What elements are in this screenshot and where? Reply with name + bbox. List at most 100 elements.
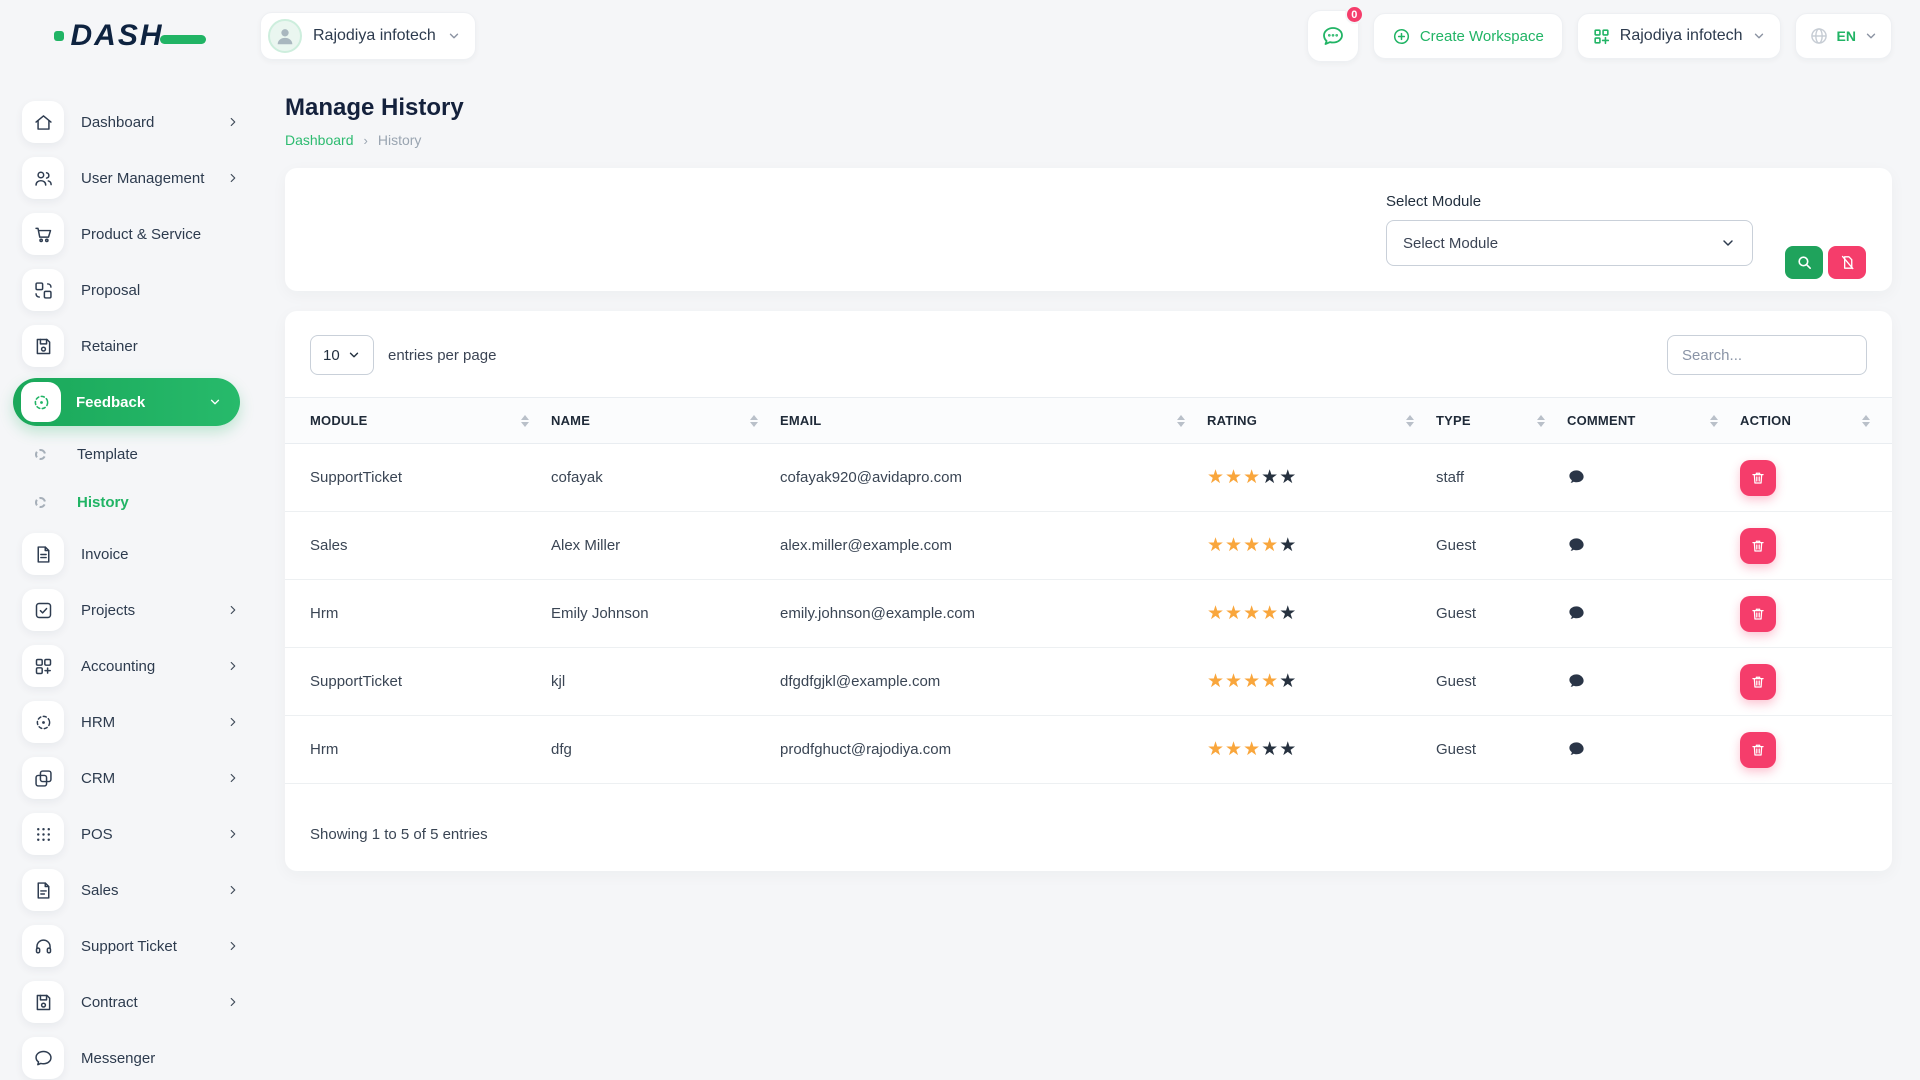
sidebar-item-messenger[interactable]: Messenger <box>0 1030 260 1080</box>
breadcrumb-dashboard[interactable]: Dashboard <box>285 132 354 148</box>
chevron-down-icon <box>349 352 359 358</box>
cell-module: Hrm <box>285 715 551 784</box>
sidebar-item-retainer[interactable]: Retainer <box>0 318 260 374</box>
topbar-actions: 0 Create Workspace Rajodiya infotech EN <box>1306 5 1892 62</box>
col-module[interactable]: MODULE <box>285 397 551 444</box>
comment-icon[interactable] <box>1567 740 1586 759</box>
sidebar-item-crm[interactable]: CRM <box>0 750 260 806</box>
star-filled-icon: ★ <box>1243 739 1261 760</box>
target-icon <box>22 701 64 743</box>
sidebar-item-hrm[interactable]: HRM <box>0 694 260 750</box>
col-type[interactable]: TYPE <box>1436 397 1567 444</box>
sort-icon[interactable] <box>1177 414 1185 427</box>
logo-text: DASH <box>70 19 164 52</box>
cell-action <box>1740 511 1892 580</box>
col-action[interactable]: ACTION <box>1740 397 1892 444</box>
cell-name: cofayak <box>551 443 780 512</box>
sidebar-item-invoice[interactable]: Invoice <box>0 526 260 582</box>
delete-button[interactable] <box>1740 731 1776 768</box>
person-icon <box>277 29 293 45</box>
page-size-select[interactable]: 10 <box>310 335 374 375</box>
app-logo[interactable]: DASH <box>0 19 260 53</box>
trash-icon <box>1752 676 1764 688</box>
col-comment[interactable]: COMMENT <box>1567 397 1740 444</box>
delete-button[interactable] <box>1740 595 1776 632</box>
sidebar-item-feedback[interactable]: Feedback <box>13 378 240 426</box>
language-code: EN <box>1836 28 1856 44</box>
sort-icon[interactable] <box>1537 414 1545 427</box>
cell-module: Sales <box>285 511 551 580</box>
sidebar-item-sales[interactable]: Sales <box>0 862 260 918</box>
save-icon <box>22 981 64 1023</box>
star-filled-icon: ★ <box>1243 671 1261 692</box>
sort-icon[interactable] <box>521 414 529 427</box>
star-filled-icon: ★ <box>1207 535 1225 556</box>
sidebar-subitem-history[interactable]: History <box>0 478 260 526</box>
star-filled-icon: ★ <box>1207 739 1225 760</box>
sidebar-item-pos[interactable]: POS <box>0 806 260 862</box>
users-icon <box>22 157 64 199</box>
clear-filter-icon <box>1841 255 1853 270</box>
delete-button[interactable] <box>1740 663 1776 700</box>
star-filled-icon: ★ <box>1225 671 1243 692</box>
chevron-right-icon <box>230 941 236 951</box>
sidebar-item-support-ticket[interactable]: Support Ticket <box>0 918 260 974</box>
chevron-right-icon <box>230 885 236 895</box>
delete-button[interactable] <box>1740 527 1776 564</box>
table-search-input[interactable] <box>1667 335 1867 375</box>
cell-comment <box>1567 579 1740 648</box>
chat-icon <box>22 1037 64 1079</box>
col-email[interactable]: EMAIL <box>780 397 1207 444</box>
plus-circle-icon <box>1393 28 1409 44</box>
apply-filter-button[interactable] <box>1785 246 1823 279</box>
cell-module: SupportTicket <box>285 647 551 716</box>
col-name[interactable]: NAME <box>551 397 780 444</box>
chevron-right-icon <box>230 173 236 183</box>
col-rating[interactable]: RATING <box>1207 397 1436 444</box>
company-name: Rajodiya infotech <box>1619 27 1743 44</box>
sidebar-item-projects[interactable]: Projects <box>0 582 260 638</box>
sidebar-item-proposal[interactable]: Proposal <box>0 262 260 318</box>
sidebar-item-contract[interactable]: Contract <box>0 974 260 1030</box>
comment-icon[interactable] <box>1567 468 1586 487</box>
create-workspace-button[interactable]: Create Workspace <box>1372 13 1563 59</box>
workspace-selector[interactable]: Rajodiya infotech <box>260 12 476 60</box>
sidebar-item-product-service[interactable]: Product & Service <box>0 206 260 262</box>
sidebar-subitem-template[interactable]: Template <box>0 430 260 478</box>
messages-button[interactable]: 0 <box>1306 5 1364 62</box>
chevron-right-icon <box>230 117 236 127</box>
company-selector[interactable]: Rajodiya infotech <box>1576 13 1781 59</box>
comment-icon[interactable] <box>1567 536 1586 555</box>
page-size-value: 10 <box>323 346 340 364</box>
star-empty-icon: ★ <box>1279 739 1297 760</box>
chat-bubble-icon <box>1322 27 1343 45</box>
reset-filter-button[interactable] <box>1828 246 1866 279</box>
select-module-dropdown[interactable]: Select Module <box>1386 220 1753 266</box>
star-filled-icon: ★ <box>1243 535 1261 556</box>
bullet-icon <box>35 448 46 460</box>
comment-icon[interactable] <box>1567 672 1586 691</box>
sort-icon[interactable] <box>1406 414 1414 427</box>
sort-icon[interactable] <box>750 414 758 427</box>
sidebar-item-user-management[interactable]: User Management <box>0 150 260 206</box>
delete-button[interactable] <box>1740 459 1776 496</box>
file-icon <box>22 869 64 911</box>
main-content: Manage History Dashboard › History Selec… <box>260 72 1920 1080</box>
cell-email: alex.miller@example.com <box>780 511 1207 580</box>
history-table: MODULE NAME EMAIL RATING TYPE COMMENT AC… <box>285 397 1892 784</box>
sidebar-item-accounting[interactable]: Accounting <box>0 638 260 694</box>
sidebar-item-dashboard[interactable]: Dashboard <box>0 94 260 150</box>
star-filled-icon: ★ <box>1225 739 1243 760</box>
language-selector[interactable]: EN <box>1794 13 1892 59</box>
grid-plus-icon <box>22 645 64 687</box>
sort-icon[interactable] <box>1862 414 1870 427</box>
globe-icon <box>1810 28 1827 44</box>
rating-stars: ★ ★ ★ ★ ★ <box>1207 468 1436 487</box>
chevron-down-icon <box>210 399 220 405</box>
cell-type: Guest <box>1436 579 1567 648</box>
star-empty-icon: ★ <box>1261 467 1279 488</box>
cell-comment <box>1567 511 1740 580</box>
cell-email: dfgdfgjkl@example.com <box>780 647 1207 716</box>
comment-icon[interactable] <box>1567 604 1586 623</box>
sort-icon[interactable] <box>1710 414 1718 427</box>
